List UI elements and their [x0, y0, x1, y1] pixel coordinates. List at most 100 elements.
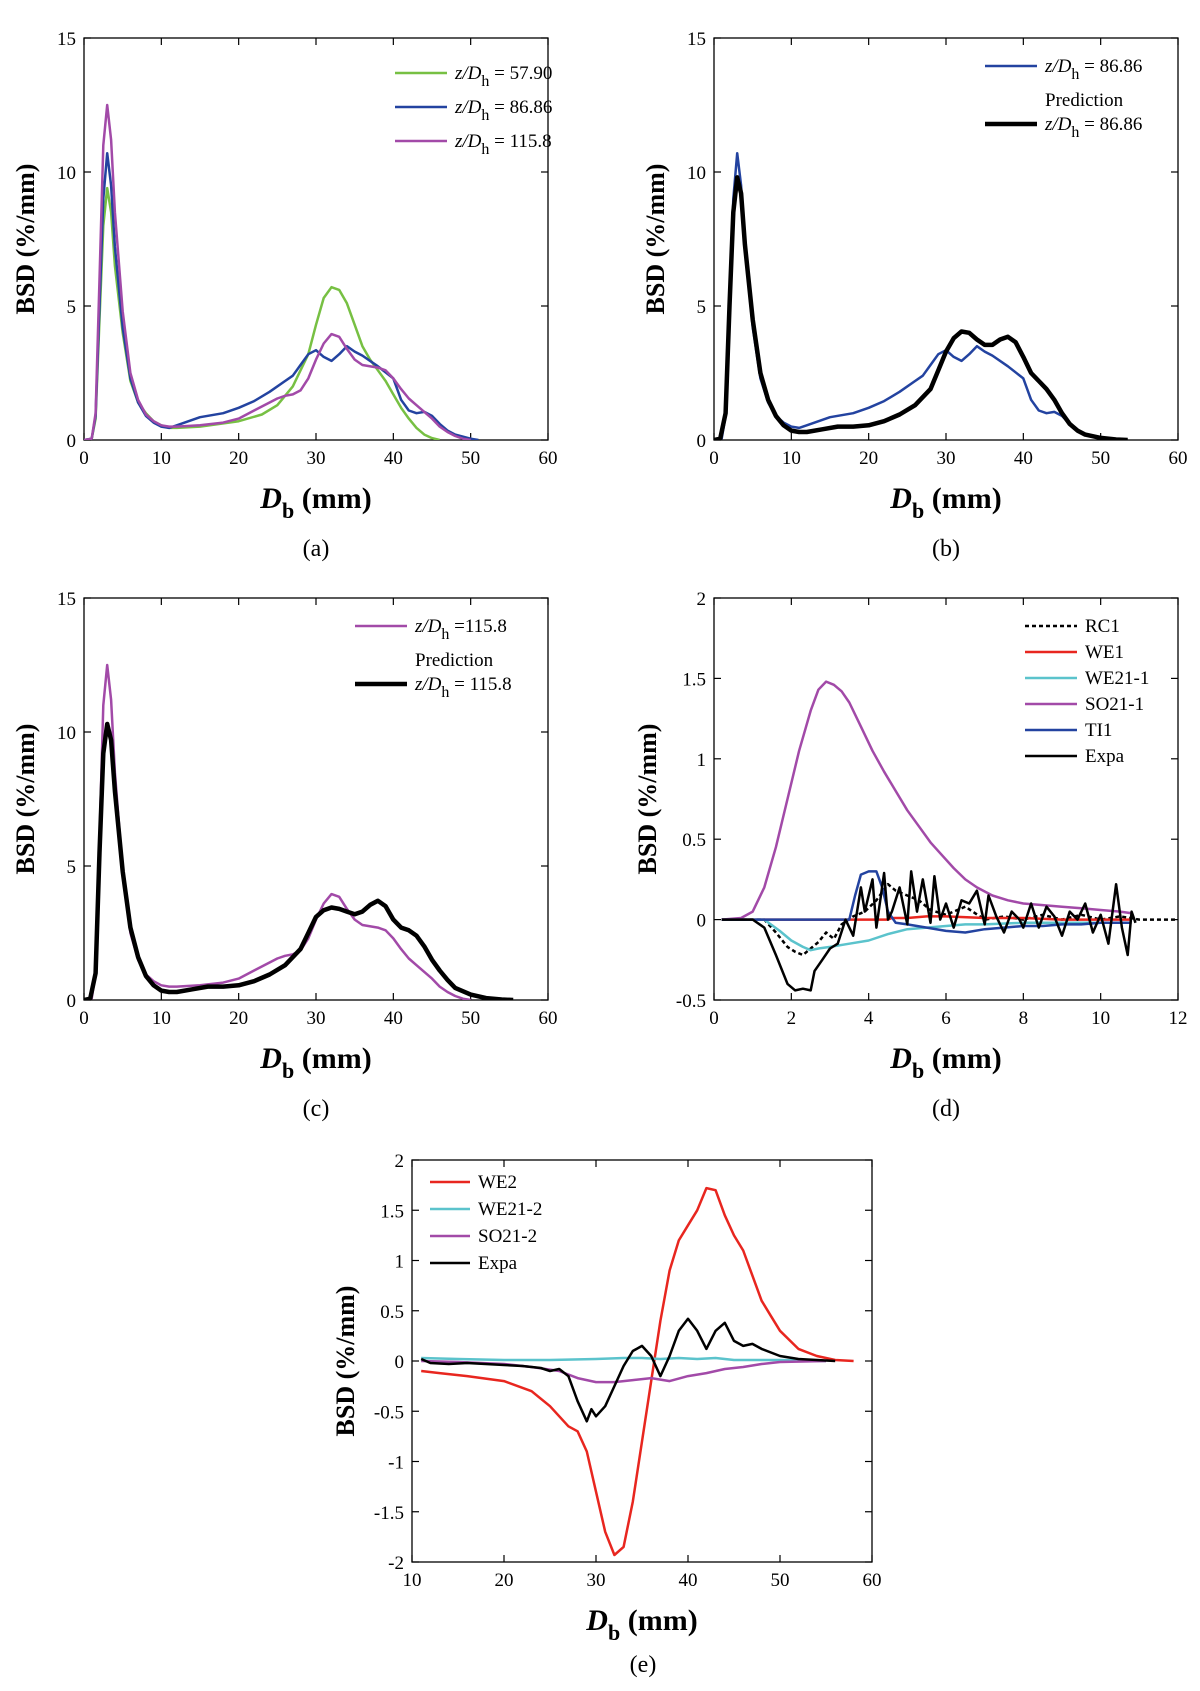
x-tick-label: 4: [864, 1008, 874, 1029]
y-tick-label: 0: [395, 1352, 405, 1373]
x-axis-label-sub: b: [912, 1058, 924, 1083]
legend-label: Expa: [1085, 746, 1125, 767]
x-axis-label: Db (mm): [585, 1604, 697, 1645]
legend-label-sub: h: [441, 626, 449, 643]
x-tick-label: 20: [859, 448, 878, 469]
x-tick-label: 50: [771, 1570, 790, 1591]
x-tick-label: 30: [937, 448, 956, 469]
x-tick-label: 30: [307, 448, 326, 469]
x-axis-label: Db (mm): [889, 482, 1001, 523]
legend-label: TI1: [1085, 720, 1112, 741]
legend-label-post: = 86.86: [1079, 56, 1142, 77]
y-tick-label: 15: [57, 589, 76, 610]
x-tick-label: 50: [1091, 448, 1110, 469]
series-line-prediction-z-d-h-115-8: [84, 721, 514, 1000]
x-axis-label-main: D: [259, 482, 282, 515]
legend-label: z/Dh = 86.86: [1044, 56, 1142, 83]
y-tick-label: 5: [67, 297, 77, 318]
legend-label-pre: z/D: [454, 131, 482, 152]
y-tick-label: 0: [67, 431, 77, 452]
x-tick-label: 50: [461, 448, 480, 469]
x-axis-label-main: D: [585, 1604, 608, 1637]
x-tick-label: 40: [384, 1008, 403, 1029]
x-tick-label: 0: [79, 1008, 89, 1029]
x-tick-label: 40: [1014, 448, 1033, 469]
series-line-we2: [421, 1186, 854, 1557]
y-tick-label: 15: [57, 29, 76, 50]
y-axis-label: BSD (%/mm): [11, 164, 40, 315]
y-tick-label: 1: [395, 1252, 405, 1273]
y-tick-label: 1.5: [682, 669, 706, 690]
x-tick-label: 30: [307, 1008, 326, 1029]
panel-caption: (e): [630, 1652, 657, 1678]
x-tick-label: 12: [1169, 1008, 1188, 1029]
y-tick-label: 5: [697, 297, 707, 318]
chart-panel-e: 10 20 30 40 50 60 -2 -1.5 -1 -0.5 0 0.5 1 1.5 2 Db (mm)…: [331, 1151, 882, 1678]
series-line-z-d-h-115-8: [84, 663, 471, 1000]
x-axis-label-sub: b: [912, 498, 924, 523]
legend-label-pre: z/D: [1044, 114, 1072, 135]
x-axis-label: Db (mm): [259, 1042, 371, 1083]
x-axis-label-sub: b: [608, 1620, 620, 1645]
x-tick-label: 0: [709, 448, 719, 469]
legend-label: Expa: [478, 1253, 518, 1274]
y-tick-label: 10: [57, 163, 76, 184]
x-tick-label: 60: [539, 448, 558, 469]
legend-label-pre: z/D: [454, 63, 482, 84]
legend-label: WE2: [478, 1172, 517, 1193]
legend-label: WE1: [1085, 642, 1124, 663]
x-tick-label: 60: [1169, 448, 1188, 469]
y-tick-label: 2: [395, 1151, 405, 1172]
series-line-z-d-h-57-90: [84, 186, 440, 440]
x-axis-label-unit: (mm): [294, 1042, 371, 1075]
y-axis-label: BSD (%/mm): [633, 724, 662, 875]
legend-label: z/Dh = 115.8: [454, 131, 552, 158]
y-tick-label: 2: [697, 589, 707, 610]
legend-label: RC1: [1085, 616, 1120, 637]
legend-label-post: =115.8: [449, 616, 507, 637]
y-tick-label: -2: [388, 1553, 404, 1574]
y-axis-label: BSD (%/mm): [641, 164, 670, 315]
legend: z/Dh = 57.90z/Dh = 86.86z/Dh = 115.8: [395, 63, 552, 158]
legend-label-sub: h: [481, 141, 489, 158]
x-axis-label: Db (mm): [259, 482, 371, 523]
x-tick-label: 0: [709, 1008, 719, 1029]
y-tick-label: -0.5: [374, 1402, 404, 1423]
legend-label: WE21-1: [1085, 668, 1149, 689]
y-tick-label: 1.5: [380, 1201, 404, 1222]
x-tick-label: 10: [1091, 1008, 1110, 1029]
series-line-so21-1: [721, 680, 1132, 921]
legend-label: z/Dh = 115.8: [414, 674, 512, 701]
legend-label-post: = 57.90: [489, 63, 552, 84]
x-axis-label: Db (mm): [889, 1042, 1001, 1083]
legend-label-pre: z/D: [414, 674, 442, 695]
y-axis-label: BSD (%/mm): [11, 724, 40, 875]
series-line-expa: [721, 870, 1137, 992]
legend-label-pre: z/D: [454, 97, 482, 118]
legend-label-pre: z/D: [414, 616, 442, 637]
x-tick-label: 0: [79, 448, 89, 469]
y-tick-label: 0: [697, 911, 707, 932]
x-tick-label: 20: [495, 1570, 514, 1591]
legend: WE2 WE21-2 SO21-2 Expa: [430, 1172, 542, 1274]
legend-label-sub: h: [441, 684, 449, 701]
y-tick-label: 0: [67, 991, 77, 1012]
y-tick-label: -0.5: [676, 991, 706, 1012]
y-tick-label: 1: [697, 750, 707, 771]
x-tick-label: 10: [403, 1570, 422, 1591]
x-axis-label-unit: (mm): [294, 482, 371, 515]
y-tick-label: 0.5: [682, 830, 706, 851]
series-line-we21-2: [421, 1356, 827, 1363]
legend-label-post: = 86.86: [1079, 114, 1142, 135]
x-tick-label: 30: [587, 1570, 606, 1591]
legend-label-post: = 86.86: [489, 97, 552, 118]
x-axis-label-sub: b: [282, 1058, 294, 1083]
x-axis-label-main: D: [889, 1042, 912, 1075]
x-axis-label-unit: (mm): [620, 1604, 697, 1637]
legend-label-sub: h: [481, 73, 489, 90]
